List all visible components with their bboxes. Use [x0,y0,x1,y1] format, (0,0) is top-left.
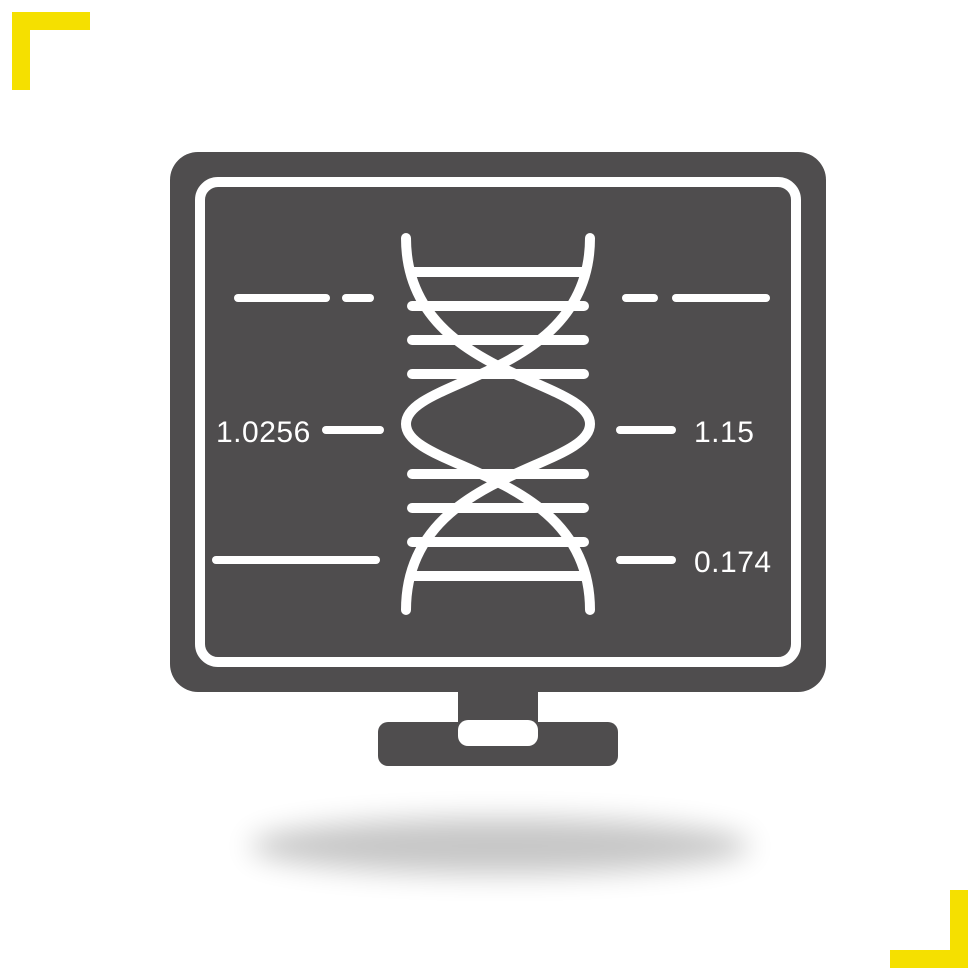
corner-accent-top-left [12,12,90,90]
annotation-value-left: 1.0256 [216,416,311,450]
corner-accent-bottom-right [890,890,968,968]
monitor-shadow [250,818,750,874]
annotation-value-right-bot: 0.174 [694,546,772,580]
illustration-stage: 1.0256 1.15 0.174 [0,0,980,980]
annotation-value-right-top: 1.15 [694,416,754,450]
